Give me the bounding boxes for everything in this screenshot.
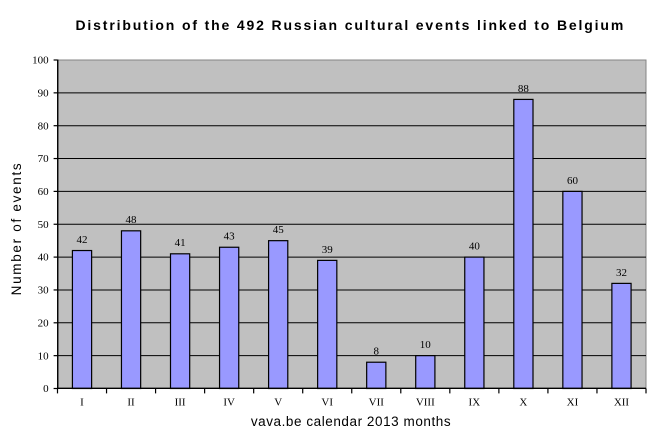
svg-text:45: 45 (273, 224, 285, 236)
svg-text:48: 48 (126, 214, 138, 226)
svg-text:8: 8 (374, 346, 380, 358)
svg-text:II: II (127, 396, 135, 408)
svg-text:10: 10 (420, 339, 432, 351)
svg-text:60: 60 (567, 175, 579, 187)
svg-text:40: 40 (469, 241, 481, 253)
svg-text:XI: XI (567, 396, 579, 408)
svg-text:100: 100 (32, 55, 49, 67)
svg-text:20: 20 (38, 317, 50, 329)
svg-text:VI: VI (321, 396, 333, 408)
svg-text:X: X (519, 396, 527, 408)
svg-text:IX: IX (469, 396, 481, 408)
svg-text:0: 0 (43, 383, 49, 395)
svg-text:V: V (274, 396, 282, 408)
svg-text:32: 32 (616, 267, 627, 279)
svg-text:40: 40 (38, 252, 50, 264)
svg-text:60: 60 (38, 186, 50, 198)
svg-text:50: 50 (38, 219, 50, 231)
svg-text:III: III (175, 396, 186, 408)
svg-text:vava.be calendar 2013 months: vava.be calendar 2013 months (251, 414, 451, 429)
svg-text:10: 10 (38, 350, 50, 362)
svg-text:43: 43 (224, 231, 236, 243)
svg-text:VII: VII (369, 396, 385, 408)
svg-text:VIII: VIII (416, 396, 435, 408)
svg-text:I: I (80, 396, 84, 408)
svg-text:80: 80 (38, 120, 50, 132)
svg-text:Distribution of the 492 Russia: Distribution of the 492 Russian cultural… (75, 17, 625, 33)
svg-text:30: 30 (38, 285, 50, 297)
svg-text:88: 88 (518, 83, 530, 95)
svg-text:70: 70 (38, 153, 50, 165)
svg-text:42: 42 (77, 234, 88, 246)
svg-text:41: 41 (175, 237, 186, 249)
svg-text:XII: XII (614, 396, 630, 408)
svg-text:IV: IV (223, 396, 235, 408)
svg-text:90: 90 (38, 87, 50, 99)
svg-text:Number of events: Number of events (9, 162, 24, 296)
svg-text:39: 39 (322, 244, 334, 256)
